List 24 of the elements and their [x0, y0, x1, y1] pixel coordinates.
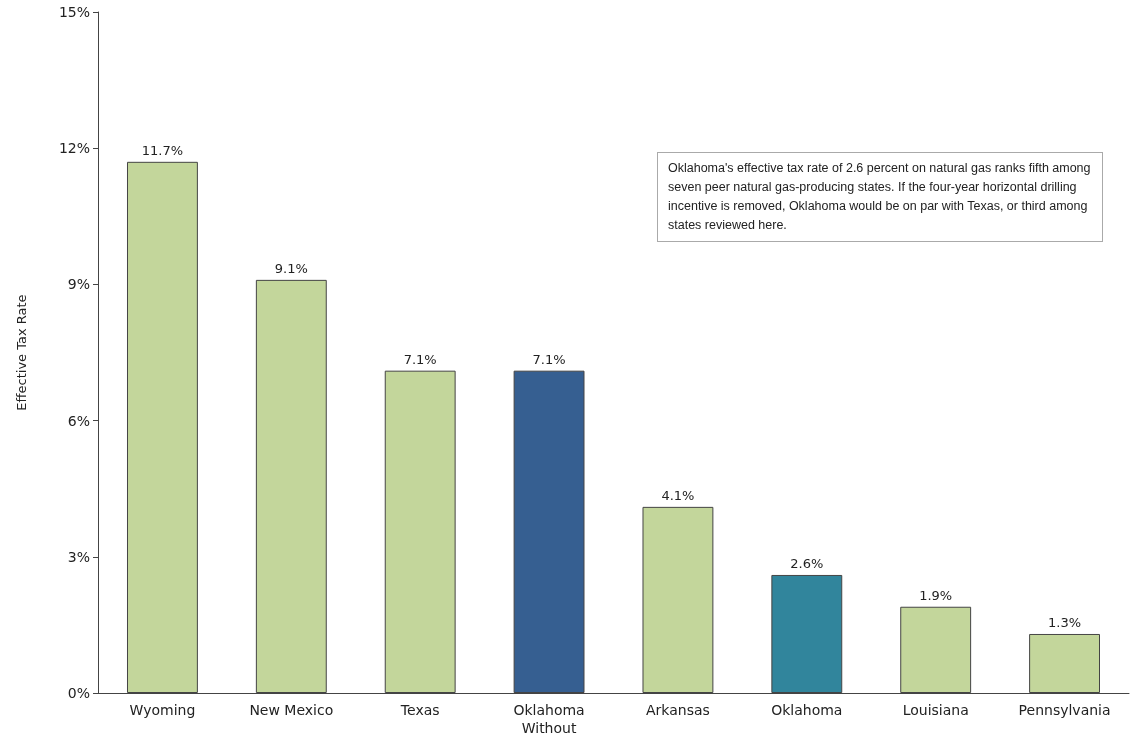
x-tick-label: Oklahoma Without	[513, 702, 585, 736]
x-tick-label: New Mexico	[249, 702, 334, 718]
y-tick-label: 0%	[67, 685, 90, 701]
x-tick-label: Wyoming	[129, 702, 196, 718]
y-tick-label: 3%	[67, 548, 90, 565]
y-axis-title: Effective Tax Rate	[14, 294, 29, 411]
x-tick-label: Pennsylvania	[1018, 702, 1111, 718]
data-label: 7.1%	[403, 351, 437, 367]
y-tick-label: 6%	[67, 412, 90, 429]
data-label: 4.1%	[661, 487, 695, 503]
data-label: 7.1%	[532, 351, 566, 367]
x-tick-label: Louisiana	[902, 702, 969, 718]
annotation: Oklahoma's effective tax rate of 2.6 percent on natural gas ranks fifth among seven peer natural gas-producing states. If the four-year horizontal drilling incentive is removed, Oklahoma would be on par with Texas, or third among states reviewed here.	[657, 152, 1103, 242]
data-label: 1.3%	[1048, 614, 1082, 630]
x-tick-label: Arkansas	[646, 702, 710, 718]
y-tick-label: 15%	[58, 4, 90, 20]
y-tick-label: 12%	[58, 140, 90, 157]
y-tick-label: 9%	[67, 276, 90, 293]
data-label: 1.9%	[919, 587, 953, 603]
x-tick-label: Oklahoma	[771, 702, 843, 718]
data-label: 2.6%	[790, 555, 824, 571]
data-label: 11.7%	[141, 142, 184, 158]
x-tick-label: Texas	[399, 702, 440, 718]
data-label: 9.1%	[274, 260, 308, 276]
